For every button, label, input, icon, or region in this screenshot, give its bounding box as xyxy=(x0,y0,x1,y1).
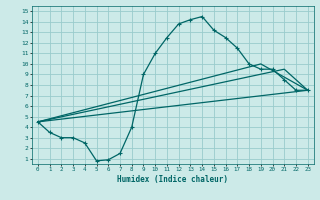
X-axis label: Humidex (Indice chaleur): Humidex (Indice chaleur) xyxy=(117,175,228,184)
